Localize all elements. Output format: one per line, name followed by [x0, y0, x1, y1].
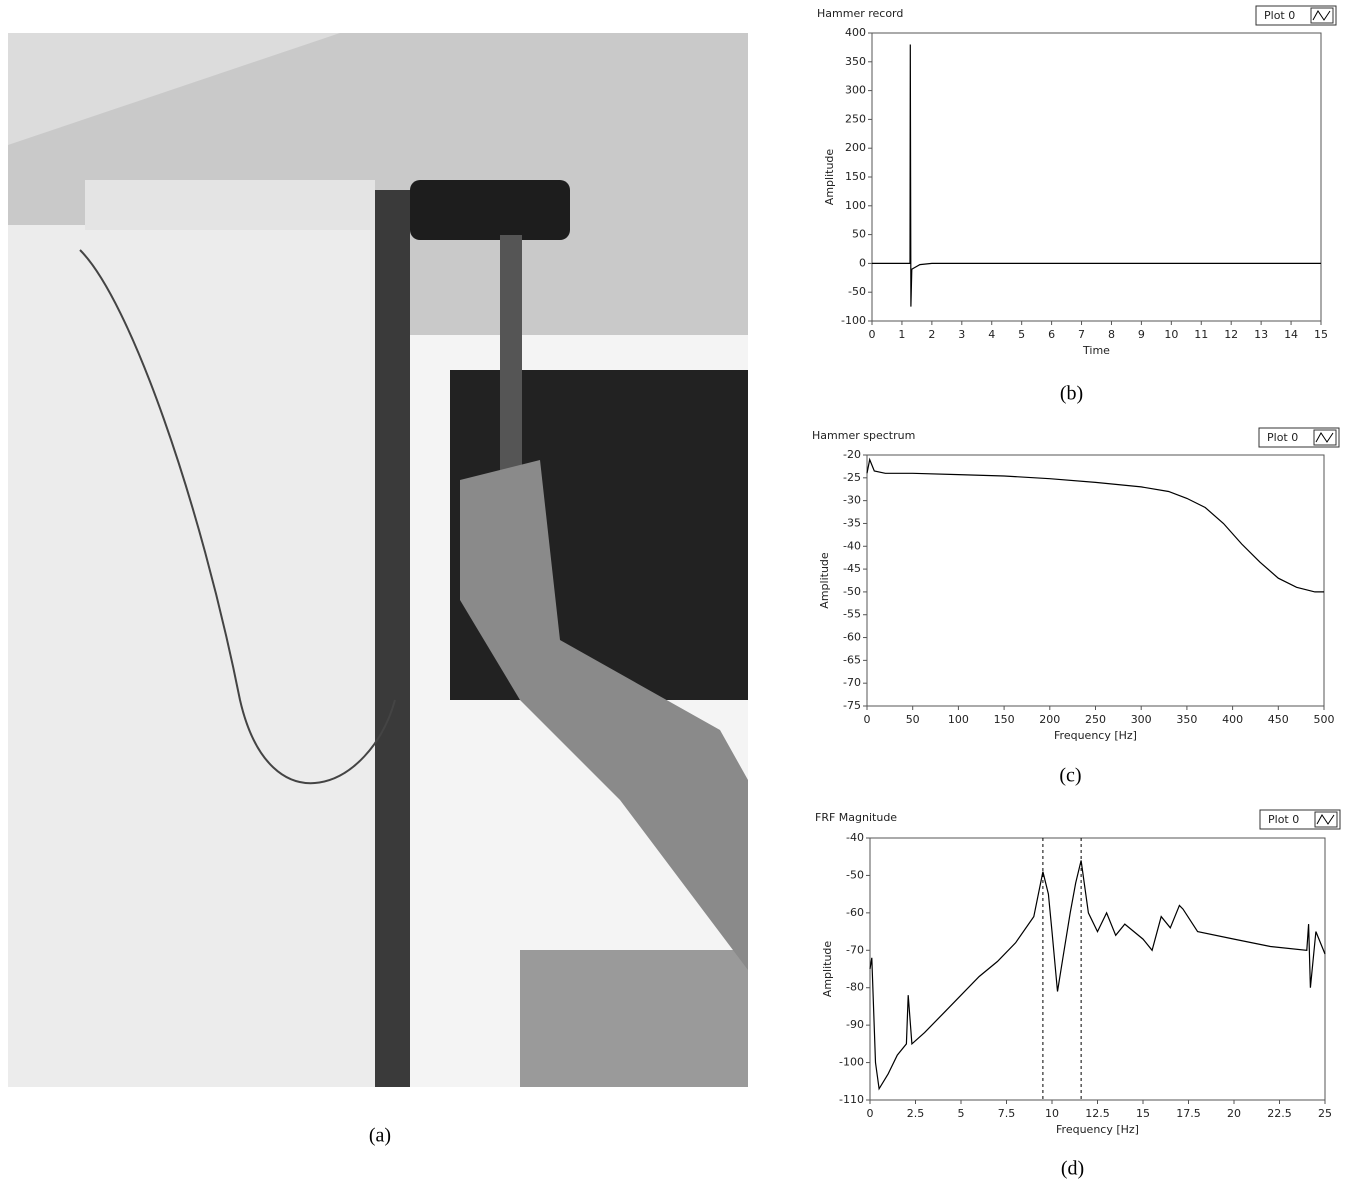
y-tick-label: 50 — [852, 228, 866, 241]
plot-area — [870, 838, 1325, 1100]
y-axis-label: Amplitude — [818, 552, 831, 609]
y-tick-label: 0 — [859, 256, 866, 269]
caption: (c) — [1059, 765, 1081, 787]
x-axis-label: Frequency [Hz] — [1054, 729, 1137, 742]
photo: (a) — [8, 33, 748, 1147]
x-tick-label: 2 — [928, 328, 935, 341]
radiator — [520, 950, 748, 1087]
legend-label: Plot 0 — [1264, 9, 1295, 22]
y-axis-label: Amplitude — [821, 941, 834, 998]
x-tick-label: 25 — [1318, 1107, 1332, 1120]
chart-title: Hammer record — [817, 7, 903, 20]
y-tick-label: -100 — [839, 1056, 864, 1069]
x-tick-label: 20 — [1227, 1107, 1241, 1120]
x-tick-label: 450 — [1268, 713, 1289, 726]
y-tick-label: -75 — [843, 699, 861, 712]
x-tick-label: 14 — [1284, 328, 1298, 341]
x-tick-label: 11 — [1194, 328, 1208, 341]
y-tick-label: -50 — [846, 868, 864, 881]
y-tick-label: -50 — [848, 285, 866, 298]
y-tick-label: -55 — [843, 608, 861, 621]
door-edge — [375, 190, 410, 1087]
legend-icon — [1315, 812, 1337, 827]
page: (a) Hammer record-100-500501001502002503… — [0, 0, 1347, 1189]
caption: (a) — [369, 1125, 391, 1147]
x-tick-label: 10 — [1045, 1107, 1059, 1120]
cabinet-top — [85, 180, 375, 230]
plot-area — [867, 455, 1324, 706]
x-tick-label: 250 — [1085, 713, 1106, 726]
x-tick-label: 6 — [1048, 328, 1055, 341]
y-tick-label: -35 — [843, 516, 861, 529]
y-tick-label: -45 — [843, 562, 861, 575]
legend-icon — [1314, 430, 1336, 445]
x-tick-label: 3 — [958, 328, 965, 341]
x-tick-label: 10 — [1164, 328, 1178, 341]
x-tick-label: 400 — [1222, 713, 1243, 726]
x-tick-label: 7.5 — [998, 1107, 1016, 1120]
legend-label: Plot 0 — [1267, 431, 1298, 444]
x-tick-label: 50 — [906, 713, 920, 726]
x-tick-label: 7 — [1078, 328, 1085, 341]
x-tick-label: 200 — [1039, 713, 1060, 726]
x-tick-label: 15 — [1314, 328, 1328, 341]
y-tick-label: -60 — [846, 906, 864, 919]
y-tick-label: 300 — [845, 84, 866, 97]
caption: (b) — [1060, 383, 1083, 405]
y-tick-label: -90 — [846, 1018, 864, 1031]
x-tick-label: 0 — [867, 1107, 874, 1120]
caption: (d) — [1061, 1158, 1084, 1180]
y-tick-label: -100 — [841, 314, 866, 327]
y-tick-label: -65 — [843, 653, 861, 666]
x-tick-label: 2.5 — [907, 1107, 925, 1120]
x-tick-label: 0 — [864, 713, 871, 726]
x-tick-label: 12.5 — [1085, 1107, 1110, 1120]
y-tick-label: -110 — [839, 1093, 864, 1106]
chart-title: Hammer spectrum — [812, 429, 915, 442]
y-tick-label: 350 — [845, 55, 866, 68]
x-tick-label: 150 — [994, 713, 1015, 726]
y-tick-label: -60 — [843, 631, 861, 644]
x-tick-label: 5 — [958, 1107, 965, 1120]
y-tick-label: 250 — [845, 112, 866, 125]
x-tick-label: 500 — [1314, 713, 1335, 726]
x-tick-label: 17.5 — [1176, 1107, 1201, 1120]
cabinet — [8, 225, 378, 1087]
y-tick-label: -70 — [843, 676, 861, 689]
legend-label: Plot 0 — [1268, 813, 1299, 826]
x-tick-label: 4 — [988, 328, 995, 341]
y-tick-label: 400 — [845, 26, 866, 39]
hammer-head — [410, 180, 570, 240]
y-tick-label: -70 — [846, 943, 864, 956]
y-tick-label: -20 — [843, 448, 861, 461]
x-tick-label: 12 — [1224, 328, 1238, 341]
figure: (a) Hammer record-100-500501001502002503… — [0, 0, 1347, 1189]
x-tick-label: 15 — [1136, 1107, 1150, 1120]
y-tick-label: 100 — [845, 199, 866, 212]
x-tick-label: 22.5 — [1267, 1107, 1292, 1120]
y-tick-label: -30 — [843, 494, 861, 507]
y-tick-label: -50 — [843, 585, 861, 598]
x-tick-label: 300 — [1131, 713, 1152, 726]
x-tick-label: 13 — [1254, 328, 1268, 341]
x-tick-label: 5 — [1018, 328, 1025, 341]
chart-title: FRF Magnitude — [815, 811, 897, 824]
x-tick-label: 8 — [1108, 328, 1115, 341]
y-tick-label: 200 — [845, 141, 866, 154]
y-tick-label: 150 — [845, 170, 866, 183]
x-tick-label: 100 — [948, 713, 969, 726]
x-axis-label: Frequency [Hz] — [1056, 1123, 1139, 1136]
y-tick-label: -25 — [843, 471, 861, 484]
y-tick-label: -40 — [843, 539, 861, 552]
y-axis-label: Amplitude — [823, 149, 836, 206]
x-tick-label: 9 — [1138, 328, 1145, 341]
x-axis-label: Time — [1082, 344, 1110, 357]
y-tick-label: -80 — [846, 981, 864, 994]
y-tick-label: -40 — [846, 831, 864, 844]
x-tick-label: 350 — [1176, 713, 1197, 726]
legend-icon — [1311, 8, 1333, 23]
x-tick-label: 1 — [898, 328, 905, 341]
x-tick-label: 0 — [869, 328, 876, 341]
plot-area — [872, 33, 1321, 321]
